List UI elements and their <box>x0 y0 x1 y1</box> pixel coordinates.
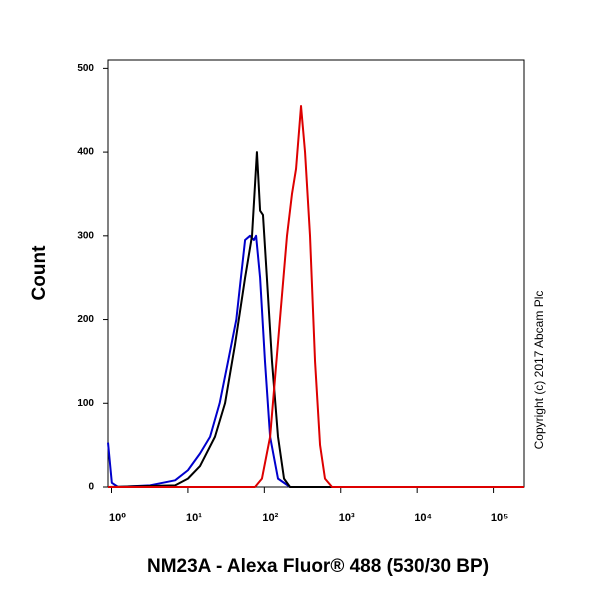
histogram-line <box>107 151 524 488</box>
histogram-line <box>108 105 524 488</box>
histogram-line <box>107 234 524 488</box>
x-tick-label: 10³ <box>339 512 355 524</box>
y-tick-label: 200 <box>77 314 94 325</box>
x-tick-label: 10⁵ <box>491 512 508 524</box>
y-tick-label: 400 <box>77 147 94 158</box>
y-tick-label: 0 <box>88 482 94 493</box>
plot-frame <box>107 59 525 488</box>
x-tick-label: 10¹ <box>186 512 202 524</box>
copyright-note: Copyright (c) 2017 Abcam Plc <box>532 291 546 450</box>
y-tick-label: 500 <box>77 63 94 74</box>
y-axis-title: Count <box>29 245 50 301</box>
y-tick-label: 100 <box>77 398 94 409</box>
x-tick-label: 10² <box>262 512 278 524</box>
x-tick-label: 10⁴ <box>414 512 432 524</box>
x-tick-label: 10⁰ <box>109 512 126 524</box>
x-axis-title: NM23A - Alexa Fluor® 488 (530/30 BP) <box>147 556 489 577</box>
y-tick-label: 300 <box>77 230 94 241</box>
